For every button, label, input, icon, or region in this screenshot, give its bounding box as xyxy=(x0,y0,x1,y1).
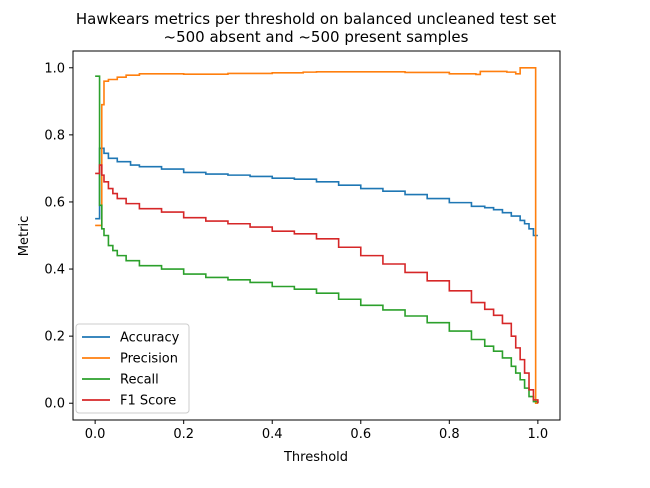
y-axis: 0.0 0.2 0.4 0.6 0.8 1.0 xyxy=(44,61,73,412)
series-line-f1-score xyxy=(95,164,539,404)
legend-label-accuracy: Accuracy xyxy=(120,331,180,346)
y-tick-label: 1.0 xyxy=(44,61,65,76)
legend-box xyxy=(75,323,190,414)
x-tick-label: 0.0 xyxy=(85,427,106,442)
y-tick-label: 0.2 xyxy=(44,330,65,345)
x-axis-label: Threshold xyxy=(283,450,348,465)
plot-area-frame xyxy=(72,50,561,421)
legend-label-recall: Recall xyxy=(120,373,159,388)
x-tick-label: 0.6 xyxy=(350,427,371,442)
y-tick-label: 0.4 xyxy=(44,263,65,278)
x-axis: 0.0 0.2 0.4 0.6 0.8 1.0 xyxy=(85,420,548,442)
x-tick-label: 1.0 xyxy=(528,427,549,442)
y-axis-label: Metric xyxy=(17,216,32,256)
series-line-recall xyxy=(95,75,539,404)
x-tick-label: 0.8 xyxy=(439,427,460,442)
legend-label-f1-score: F1 Score xyxy=(120,394,176,409)
y-tick-label: 0.6 xyxy=(44,195,65,210)
legend: Accuracy Precision Recall F1 Score xyxy=(75,323,190,414)
series-line-accuracy xyxy=(95,147,538,237)
chart-subtitle: ~500 absent and ~500 present samples xyxy=(164,28,469,46)
series-line-precision xyxy=(95,66,538,405)
x-tick-label: 0.2 xyxy=(173,427,194,442)
y-tick-label: 0.8 xyxy=(44,128,65,143)
y-tick-label: 0.0 xyxy=(44,397,65,412)
chart-title: Hawkears metrics per threshold on balanc… xyxy=(76,10,556,28)
legend-label-precision: Precision xyxy=(120,352,178,367)
x-tick-label: 0.4 xyxy=(262,427,283,442)
series-layer xyxy=(95,66,539,405)
